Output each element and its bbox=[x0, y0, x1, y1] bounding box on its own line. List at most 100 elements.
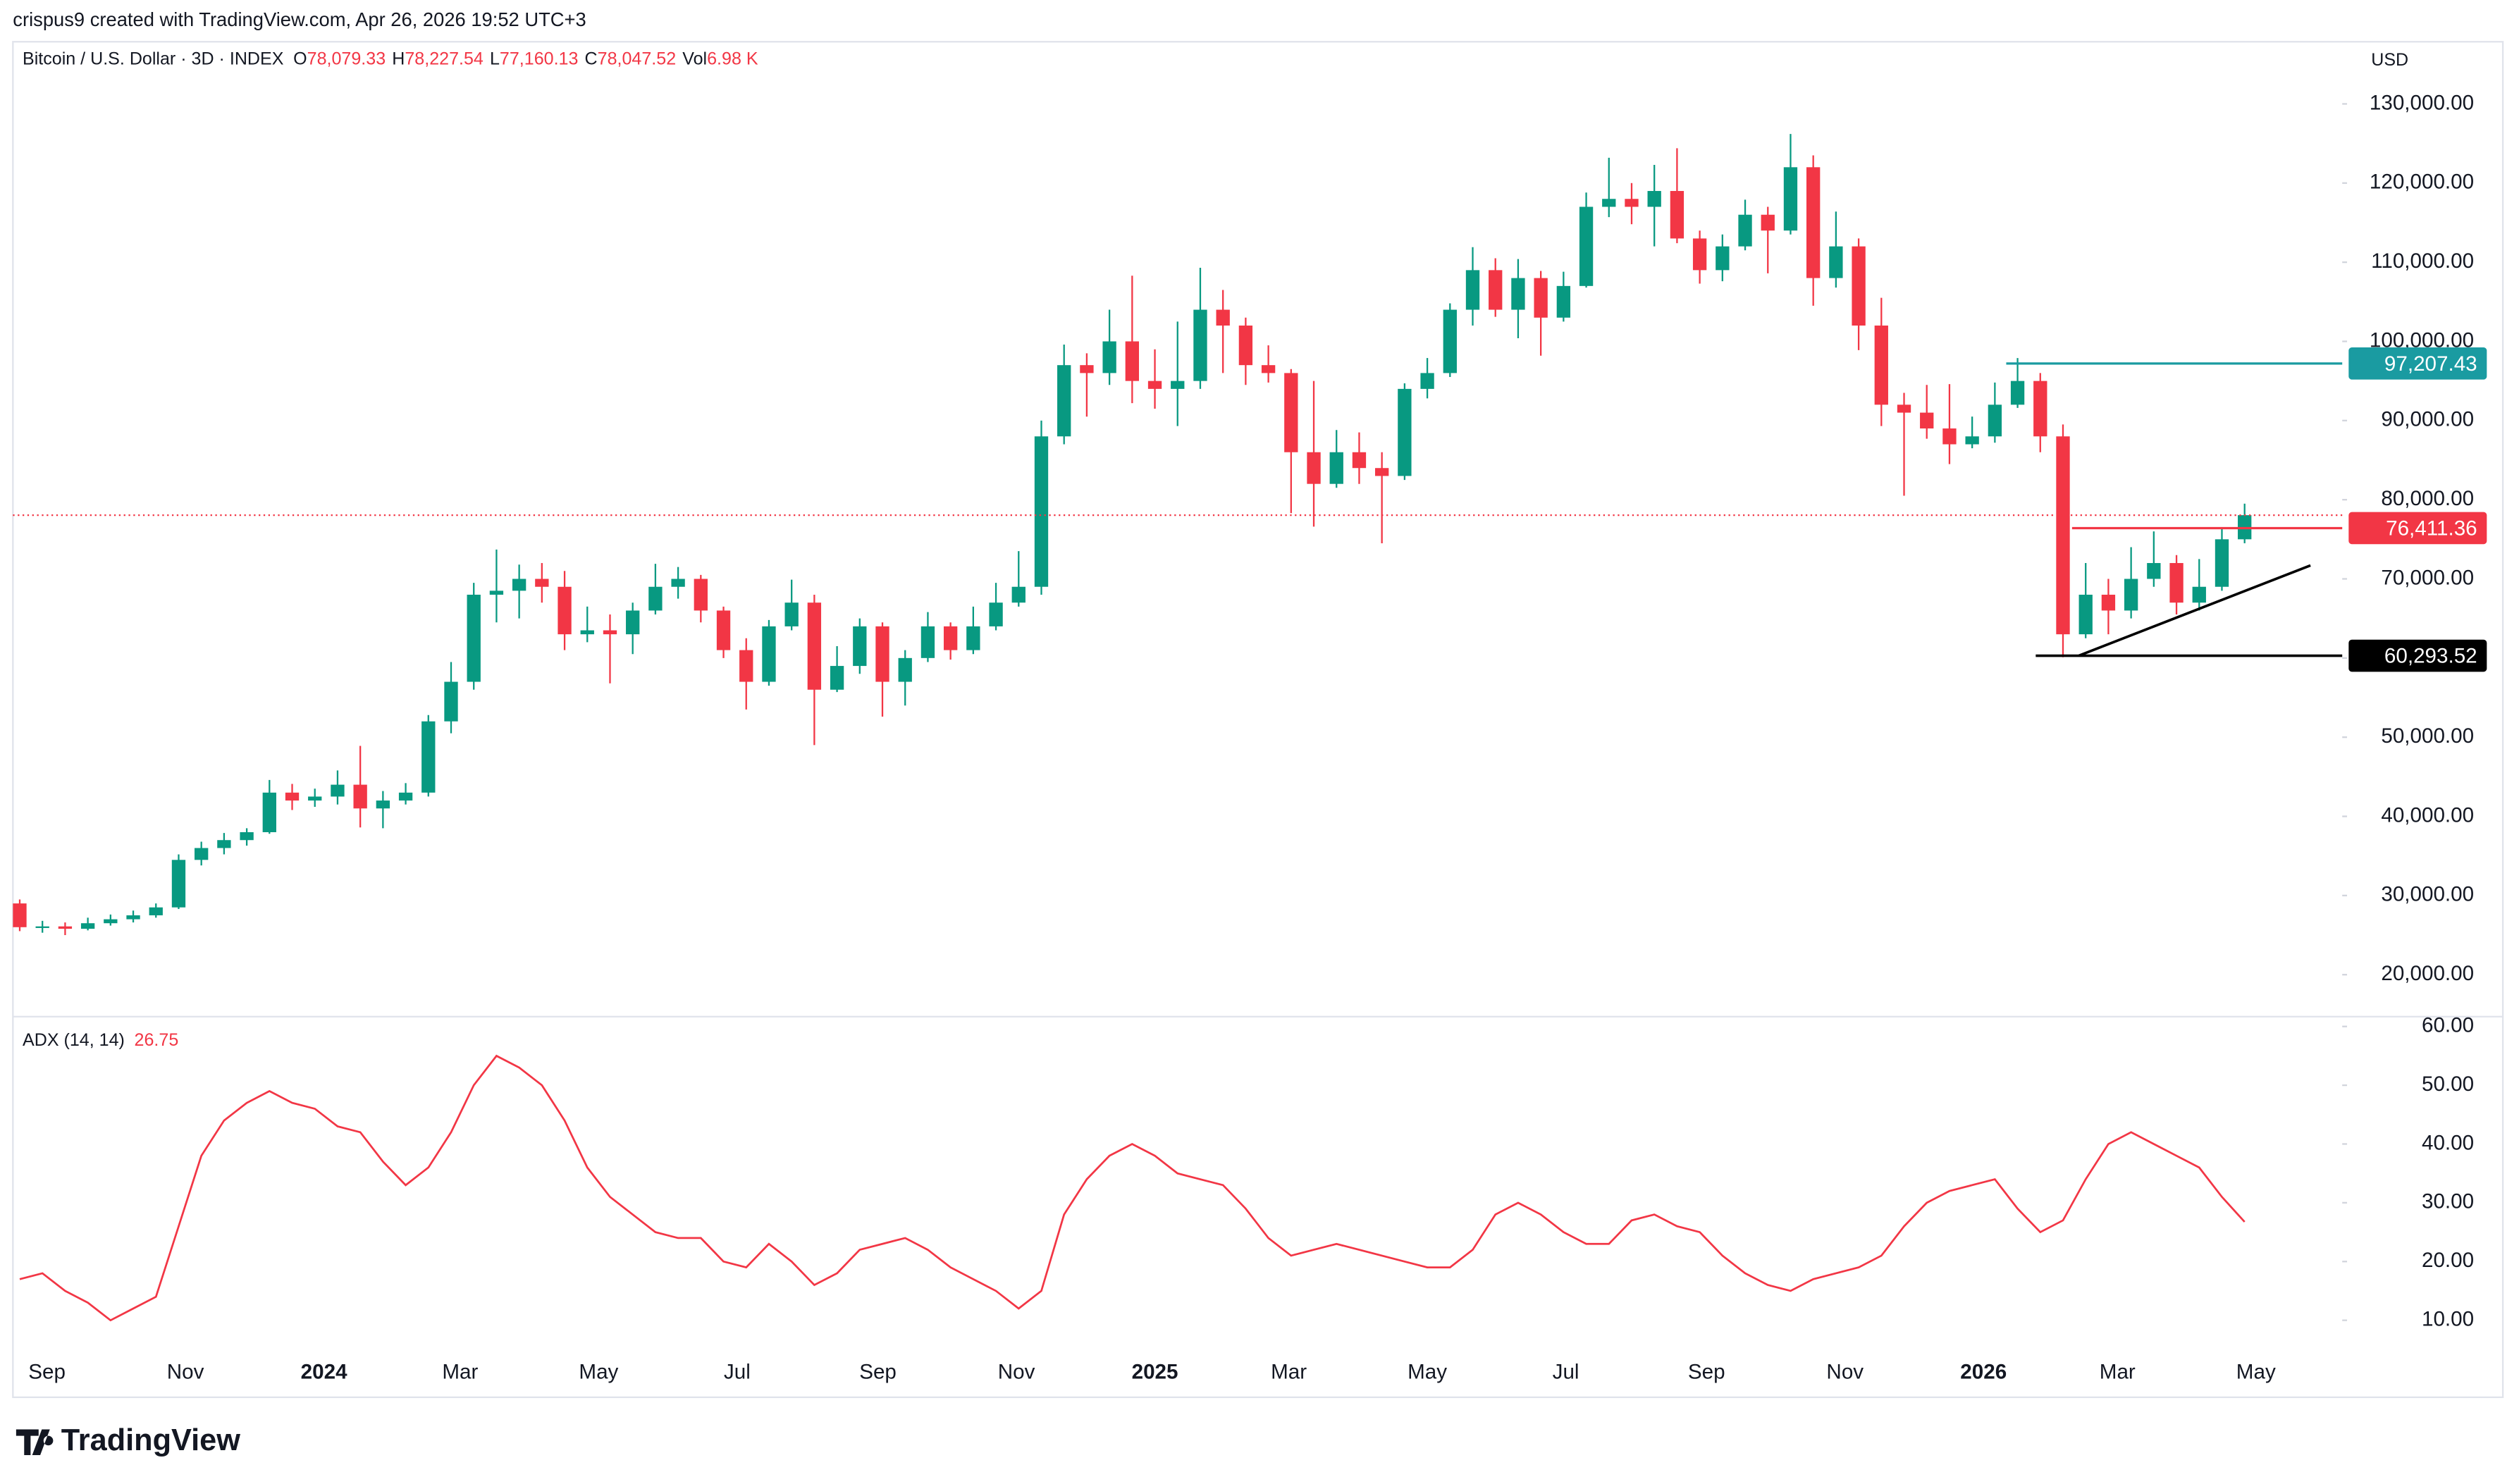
x-tick-label: Mar bbox=[1271, 1361, 1307, 1384]
candle-body bbox=[2147, 563, 2161, 579]
candle-body bbox=[558, 586, 572, 635]
candle-body bbox=[1057, 365, 1071, 437]
candle-body bbox=[1602, 199, 1616, 207]
candle-body bbox=[1307, 452, 1321, 484]
candle-body bbox=[1011, 586, 1026, 603]
candle-body bbox=[920, 626, 935, 658]
candle-body bbox=[149, 907, 163, 915]
candle-body bbox=[1738, 214, 1752, 247]
candle-body bbox=[1829, 246, 1843, 278]
candle-body bbox=[444, 681, 458, 722]
candle-body bbox=[58, 926, 73, 929]
candle-body bbox=[1080, 365, 1094, 373]
price-label: 76,411.36 bbox=[2386, 517, 2477, 540]
x-tick-label: May bbox=[2236, 1361, 2276, 1384]
x-tick-label: Jul bbox=[1553, 1361, 1579, 1384]
legend-key: H bbox=[392, 49, 405, 68]
candle-body bbox=[1874, 326, 1888, 405]
symbol-title: Bitcoin / U.S. Dollar · 3D · INDEX bbox=[23, 49, 284, 68]
legend-key: L bbox=[490, 49, 500, 68]
legend-value: 78,079.33 bbox=[307, 49, 386, 68]
candle-body bbox=[603, 630, 617, 635]
candle-body bbox=[308, 796, 322, 801]
candle-body bbox=[1171, 381, 1185, 389]
candle-body bbox=[1511, 278, 1525, 310]
candle-body bbox=[966, 626, 980, 650]
candle-body bbox=[421, 721, 436, 793]
symbol-legend: Bitcoin / U.S. Dollar · 3D · INDEX O78,07… bbox=[23, 49, 758, 68]
candle-body bbox=[1125, 341, 1140, 381]
candle-body bbox=[1625, 199, 1639, 207]
candle-body bbox=[1692, 238, 1707, 271]
candle-body bbox=[171, 860, 186, 908]
legend-value: 77,160.13 bbox=[500, 49, 579, 68]
legend-key: O bbox=[293, 49, 307, 68]
candle-body bbox=[626, 610, 640, 635]
candle-body bbox=[1647, 191, 1661, 207]
candle-body bbox=[1852, 246, 1866, 326]
candle-body bbox=[1261, 365, 1276, 373]
candle-body bbox=[739, 650, 753, 682]
x-tick-label: Sep bbox=[1688, 1361, 1725, 1384]
candle-body bbox=[1147, 381, 1162, 389]
candle-body bbox=[1761, 214, 1775, 231]
credit: crispus9 created with TradingView.com, A… bbox=[13, 8, 586, 30]
price-label-box bbox=[2348, 512, 2487, 545]
trend-line bbox=[2078, 564, 2311, 657]
candle-body bbox=[1034, 436, 1049, 587]
candle-body bbox=[1965, 436, 1979, 445]
candle-body bbox=[807, 602, 822, 690]
y-tick-label: 110,000.00 bbox=[2371, 249, 2474, 273]
price-label-box bbox=[2348, 347, 2487, 380]
candle-body bbox=[104, 919, 118, 924]
candle-body bbox=[353, 784, 367, 809]
candle-body bbox=[467, 594, 481, 682]
indicator-line bbox=[19, 1054, 2246, 1322]
candle-body bbox=[13, 903, 27, 927]
x-tick-label: May bbox=[1408, 1361, 1447, 1384]
candle-body bbox=[898, 657, 912, 682]
logo-text: TradingView bbox=[61, 1423, 241, 1457]
price-label: 60,293.52 bbox=[2384, 645, 2477, 668]
y-tick-label: 50.00 bbox=[2422, 1072, 2474, 1096]
candle-body bbox=[285, 792, 300, 801]
y-tick-label: 30.00 bbox=[2422, 1190, 2474, 1213]
candle-body bbox=[1352, 452, 1367, 469]
candle-body bbox=[1465, 270, 1480, 310]
candle-body bbox=[694, 579, 708, 611]
candle-body bbox=[875, 626, 889, 682]
x-tick-label: 2024 bbox=[301, 1361, 347, 1384]
candle-body bbox=[512, 579, 526, 591]
indicator-legend: ADX (14, 14) 26.75 bbox=[23, 1030, 178, 1050]
legend-value: 78,047.52 bbox=[598, 49, 677, 68]
x-tick-label: Sep bbox=[859, 1361, 897, 1384]
candle-body bbox=[1942, 428, 1957, 445]
x-tick-label: Nov bbox=[1826, 1361, 1864, 1384]
legend-key: Vol bbox=[682, 49, 707, 68]
candle-body bbox=[2192, 586, 2206, 603]
y-tick-label: 90,000.00 bbox=[2381, 408, 2474, 431]
candle-body bbox=[2078, 594, 2093, 635]
candle-body bbox=[2033, 381, 2047, 437]
candle-body bbox=[1238, 326, 1253, 366]
y-tick-label: 20.00 bbox=[2422, 1249, 2474, 1272]
candle-body bbox=[943, 626, 958, 650]
x-tick-label: Sep bbox=[28, 1361, 66, 1384]
legend-value: 6.98 K bbox=[707, 49, 758, 68]
y-tick-label: 60.00 bbox=[2422, 1014, 2474, 1037]
candle-body bbox=[580, 630, 594, 635]
x-tick-label: 2026 bbox=[1960, 1361, 2007, 1384]
candle-body bbox=[331, 784, 345, 797]
candle-body bbox=[1374, 468, 1389, 476]
x-tick-label: Jul bbox=[724, 1361, 751, 1384]
price-label-box bbox=[2348, 639, 2487, 672]
candle-body bbox=[830, 666, 844, 690]
logo-icon bbox=[16, 1429, 54, 1455]
candle-body bbox=[1716, 246, 1730, 271]
candle-body bbox=[2124, 579, 2138, 611]
candle-body bbox=[1489, 270, 1503, 310]
candle-body bbox=[784, 602, 799, 626]
y-tick-label: 40,000.00 bbox=[2381, 803, 2474, 827]
candle-body bbox=[80, 923, 95, 929]
